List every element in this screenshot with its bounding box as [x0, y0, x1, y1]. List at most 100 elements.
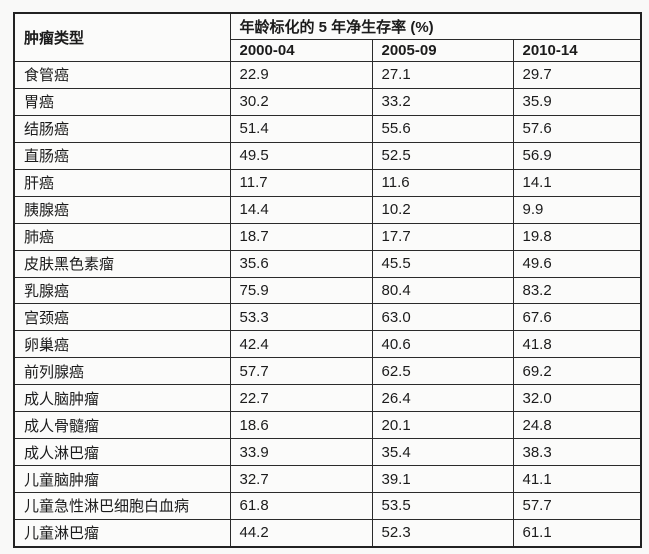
- header-row-periods: 2000-04 2005-09 2010-14: [14, 39, 642, 62]
- row-label: 宫颈癌: [13, 303, 231, 332]
- survival-value: 52.3: [371, 518, 514, 548]
- table-row: 成人脑肿瘤 22.7 26.4 32.0: [13, 384, 642, 413]
- survival-value: 14.1: [512, 168, 642, 197]
- survival-value: 83.2: [512, 276, 642, 305]
- table-row: 肺癌 18.7 17.7 19.8: [13, 222, 642, 251]
- survival-value: 22.9: [229, 61, 373, 89]
- survival-value: 52.5: [371, 141, 514, 170]
- survival-value: 53.5: [371, 492, 514, 520]
- survival-value: 18.6: [229, 411, 373, 440]
- survival-value: 32.7: [229, 465, 373, 493]
- survival-value: 69.2: [512, 357, 642, 386]
- survival-value: 35.4: [371, 438, 514, 467]
- survival-value: 45.5: [371, 249, 514, 278]
- survival-value: 24.8: [512, 411, 642, 440]
- survival-value: 26.4: [371, 384, 514, 413]
- row-label: 结肠癌: [13, 114, 231, 143]
- survival-value: 39.1: [371, 465, 514, 493]
- survival-rate-table: 肿瘤类型 年龄标化的 5 年净生存率 (%) 2000-04 2005-09 2…: [13, 12, 643, 548]
- survival-value: 18.7: [229, 222, 373, 251]
- table-header: 肿瘤类型 年龄标化的 5 年净生存率 (%) 2000-04 2005-09 2…: [13, 12, 642, 62]
- column-header-period-2000-04: 2000-04: [229, 39, 373, 62]
- survival-value: 80.4: [371, 276, 514, 305]
- survival-value: 35.9: [512, 87, 642, 116]
- survival-value: 11.7: [229, 168, 373, 197]
- survival-value: 75.9: [229, 276, 373, 305]
- row-label: 胃癌: [13, 87, 231, 116]
- survival-value: 41.1: [512, 465, 642, 493]
- survival-value: 17.7: [371, 222, 514, 251]
- table-row: 卵巢癌 42.4 40.6 41.8: [13, 330, 642, 359]
- survival-value: 57.7: [512, 492, 642, 520]
- table-row: 胃癌 30.2 33.2 35.9: [13, 87, 642, 116]
- row-label: 肝癌: [13, 168, 231, 197]
- table-row: 胰腺癌 14.4 10.2 9.9: [13, 195, 642, 224]
- row-label: 儿童脑肿瘤: [13, 465, 231, 493]
- table-row: 乳腺癌 75.9 80.4 83.2: [13, 276, 642, 305]
- table-row: 儿童急性淋巴细胞白血病 61.8 53.5 57.7: [13, 492, 642, 520]
- table-row: 成人骨髓瘤 18.6 20.1 24.8: [13, 411, 642, 440]
- table-row: 儿童脑肿瘤 32.7 39.1 41.1: [13, 465, 642, 493]
- survival-value: 61.1: [512, 518, 642, 548]
- survival-value: 33.2: [371, 87, 514, 116]
- row-label: 成人脑肿瘤: [13, 384, 231, 413]
- survival-value: 56.9: [512, 141, 642, 170]
- table-body: 食管癌 22.9 27.1 29.7 胃癌 30.2 33.2 35.9 结肠癌 51.4 55.6…: [13, 61, 642, 548]
- survival-value: 49.6: [512, 249, 642, 278]
- survival-value: 38.3: [512, 438, 642, 467]
- table-row: 成人淋巴瘤 33.9 35.4 38.3: [13, 438, 642, 467]
- survival-value: 53.3: [229, 303, 373, 332]
- row-label: 乳腺癌: [13, 276, 231, 305]
- header-row-group: 肿瘤类型 年龄标化的 5 年净生存率 (%): [13, 12, 642, 62]
- survival-value: 63.0: [371, 303, 514, 332]
- table-row: 结肠癌 51.4 55.6 57.6: [13, 114, 642, 143]
- row-label: 儿童淋巴瘤: [13, 518, 231, 548]
- table-row: 直肠癌 49.5 52.5 56.9: [13, 141, 642, 170]
- survival-value: 27.1: [371, 61, 514, 89]
- row-label: 肺癌: [13, 222, 231, 251]
- survival-value: 11.6: [371, 168, 514, 197]
- survival-value: 51.4: [229, 114, 373, 143]
- survival-value: 55.6: [371, 114, 514, 143]
- survival-value: 22.7: [229, 384, 373, 413]
- table-row: 儿童淋巴瘤 44.2 52.3 61.1: [13, 518, 642, 548]
- survival-value: 19.8: [512, 222, 642, 251]
- survival-value: 33.9: [229, 438, 373, 467]
- survival-value: 44.2: [229, 518, 373, 548]
- survival-value: 32.0: [512, 384, 642, 413]
- table-row: 肝癌 11.7 11.6 14.1: [13, 168, 642, 197]
- survival-value: 41.8: [512, 330, 642, 359]
- survival-value: 20.1: [371, 411, 514, 440]
- survival-value: 10.2: [371, 195, 514, 224]
- row-label: 成人淋巴瘤: [13, 438, 231, 467]
- row-label: 成人骨髓瘤: [13, 411, 231, 440]
- row-label: 卵巢癌: [13, 330, 231, 359]
- column-header-period-2005-09: 2005-09: [371, 39, 514, 62]
- survival-value: 49.5: [229, 141, 373, 170]
- row-label: 食管癌: [13, 61, 231, 89]
- table-row: 皮肤黑色素瘤 35.6 45.5 49.6: [13, 249, 642, 278]
- survival-value: 61.8: [229, 492, 373, 520]
- survival-value: 40.6: [371, 330, 514, 359]
- survival-value: 14.4: [229, 195, 373, 224]
- table-row: 食管癌 22.9 27.1 29.7: [13, 61, 642, 89]
- survival-value: 57.6: [512, 114, 642, 143]
- row-label: 胰腺癌: [13, 195, 231, 224]
- row-label: 直肠癌: [13, 141, 231, 170]
- row-label: 儿童急性淋巴细胞白血病: [13, 492, 231, 520]
- table-row: 前列腺癌 57.7 62.5 69.2: [13, 357, 642, 386]
- survival-value: 30.2: [229, 87, 373, 116]
- survival-value: 67.6: [512, 303, 642, 332]
- survival-value: 62.5: [371, 357, 514, 386]
- column-header-survival-group: 年龄标化的 5 年净生存率 (%): [229, 12, 642, 40]
- survival-value: 35.6: [229, 249, 373, 278]
- column-header-period-2010-14: 2010-14: [512, 39, 642, 62]
- survival-value: 42.4: [229, 330, 373, 359]
- table-row: 宫颈癌 53.3 63.0 67.6: [13, 303, 642, 332]
- column-header-tumor-type: 肿瘤类型: [13, 12, 231, 62]
- survival-value: 9.9: [512, 195, 642, 224]
- row-label: 皮肤黑色素瘤: [13, 249, 231, 278]
- survival-value: 57.7: [229, 357, 373, 386]
- survival-value: 29.7: [512, 61, 642, 89]
